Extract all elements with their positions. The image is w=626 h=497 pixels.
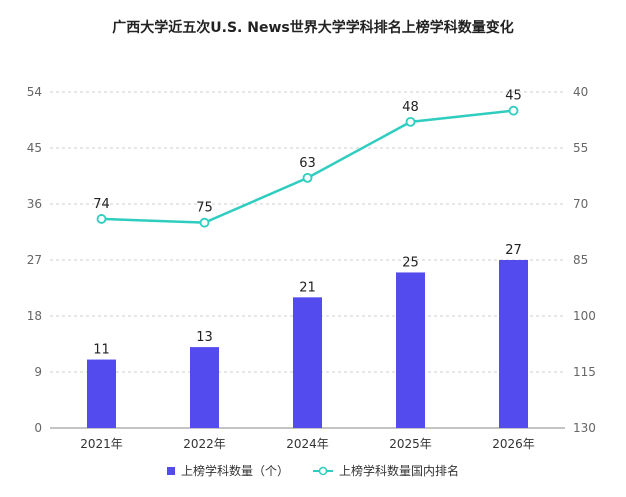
bar [499, 260, 528, 428]
right-tick-label: 70 [573, 197, 588, 211]
x-tick-label: 2022年 [183, 437, 226, 451]
line-data-label: 63 [299, 156, 316, 171]
bar-data-label: 25 [402, 255, 419, 270]
line-point [508, 105, 519, 116]
left-tick-label: 0 [34, 421, 42, 435]
bar [293, 297, 322, 428]
bar-data-label: 13 [196, 330, 213, 345]
right-tick-label: 115 [573, 365, 596, 379]
left-tick-label: 45 [27, 141, 42, 155]
left-tick-label: 9 [34, 365, 42, 379]
legend-bar-swatch [167, 467, 175, 475]
chart-title: 广西大学近五次U.S. News世界大学学科排名上榜学科数量变化 [112, 19, 513, 36]
line-data-label: 45 [505, 89, 522, 104]
left-tick-label: 54 [27, 85, 42, 99]
left-tick-label: 36 [27, 197, 42, 211]
line-point [199, 217, 210, 228]
legend-bar-label: 上榜学科数量（个） [181, 463, 289, 478]
line-point [302, 172, 313, 183]
line-point [96, 214, 107, 224]
line-data-label: 48 [402, 100, 419, 115]
legend: 上榜学科数量（个） 上榜学科数量国内排名 [167, 463, 459, 478]
x-tick-label: 2021年 [80, 437, 123, 451]
x-tick-label: 2024年 [286, 437, 329, 451]
bar [87, 359, 116, 428]
bar-series: 11 13 21 25 27 [87, 243, 528, 428]
right-tick-label: 55 [573, 141, 588, 155]
right-tick-label: 130 [573, 421, 596, 435]
x-tick-label: 2026年 [492, 437, 535, 451]
bar-data-label: 27 [505, 243, 522, 258]
x-axis: 2021年 2022年 2024年 2025年 2026年 [80, 437, 535, 451]
bar [190, 347, 219, 428]
line-data-label: 74 [93, 197, 110, 212]
line-point [405, 116, 416, 127]
right-tick-label: 100 [573, 309, 596, 323]
left-axis: 0 9 18 27 36 45 54 [27, 85, 42, 435]
left-tick-label: 27 [27, 253, 42, 267]
right-tick-label: 40 [573, 85, 588, 99]
x-tick-label: 2025年 [389, 437, 432, 451]
line-series: 74 75 63 48 45 [93, 89, 522, 228]
line-data-label: 75 [196, 201, 213, 216]
gridlines [50, 91, 565, 373]
bar-data-label: 21 [299, 280, 316, 295]
left-tick-label: 18 [27, 309, 42, 323]
legend-line-label: 上榜学科数量国内排名 [339, 463, 459, 478]
right-tick-label: 85 [573, 253, 588, 267]
bar-data-label: 11 [93, 343, 110, 358]
bar [396, 272, 425, 428]
legend-line-marker [318, 466, 328, 476]
right-axis: 40 55 70 85 100 115 130 [573, 85, 596, 435]
